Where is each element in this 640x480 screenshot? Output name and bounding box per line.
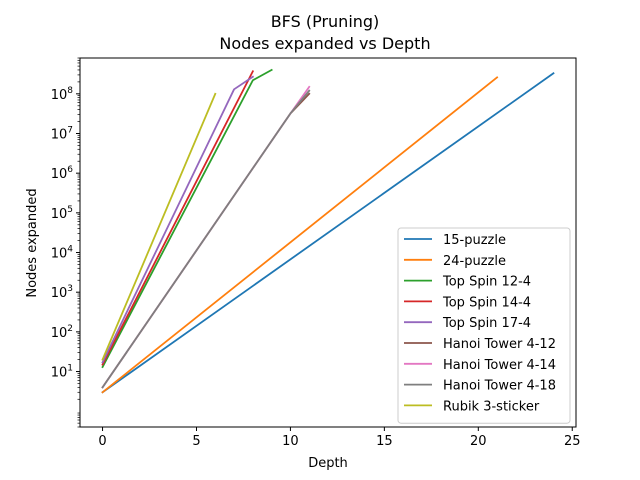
y-tick-label: 102 (51, 324, 73, 341)
x-tick-label: 25 (564, 434, 581, 449)
plot-lines (101, 68, 555, 394)
chart-title: BFS (Pruning) (271, 12, 380, 31)
series-line-8 (101, 92, 217, 361)
legend-label-1: 24-puzzle (443, 254, 506, 269)
x-axis-label: Depth (308, 456, 348, 471)
y-axis-label: Nodes expanded (25, 188, 40, 297)
legend-label-4: Top Spin 17-4 (442, 316, 531, 331)
x-axis-ticks: 0 5 10 15 20 25 (98, 427, 581, 449)
legend: 15-puzzle 24-puzzle Top Spin 12-4 Top Spin … (397, 227, 571, 424)
x-tick-label: 0 (98, 434, 106, 449)
y-tick-label: 101 (51, 364, 73, 381)
y-tick-label: 105 (51, 205, 73, 222)
y-tick-label: 107 (51, 126, 73, 143)
series-line-3 (101, 70, 255, 366)
series-line-0 (101, 72, 555, 394)
legend-label-8: Rubik 3-sticker (443, 399, 540, 414)
series-line-4 (101, 75, 255, 364)
plot-frame (79, 57, 577, 428)
legend-label-3: Top Spin 14-4 (442, 295, 531, 310)
y-axis-ticks: 101 102 103 104 105 106 107 108 (51, 57, 80, 428)
x-tick-label: 5 (192, 434, 200, 449)
y-tick-label: 104 (51, 245, 74, 262)
y-tick-label: 103 (51, 284, 73, 301)
legend-label-2: Top Spin 12-4 (442, 275, 531, 290)
legend-box (397, 227, 571, 424)
series-line-1 (101, 76, 499, 394)
series-line-2 (101, 68, 273, 369)
series-line-7 (101, 89, 311, 389)
y-tick-label: 106 (51, 165, 74, 182)
legend-label-6: Hanoi Tower 4-14 (443, 358, 556, 373)
y-tick-label: 108 (51, 86, 74, 103)
x-tick-label: 10 (282, 434, 299, 449)
chart-subtitle: Nodes expanded vs Depth (219, 34, 430, 53)
legend-label-7: Hanoi Tower 4-18 (443, 379, 556, 394)
legend-label-0: 15-puzzle (443, 233, 506, 248)
x-tick-label: 15 (376, 434, 393, 449)
legend-label-5: Hanoi Tower 4-12 (443, 337, 556, 352)
x-tick-label: 20 (470, 434, 487, 449)
